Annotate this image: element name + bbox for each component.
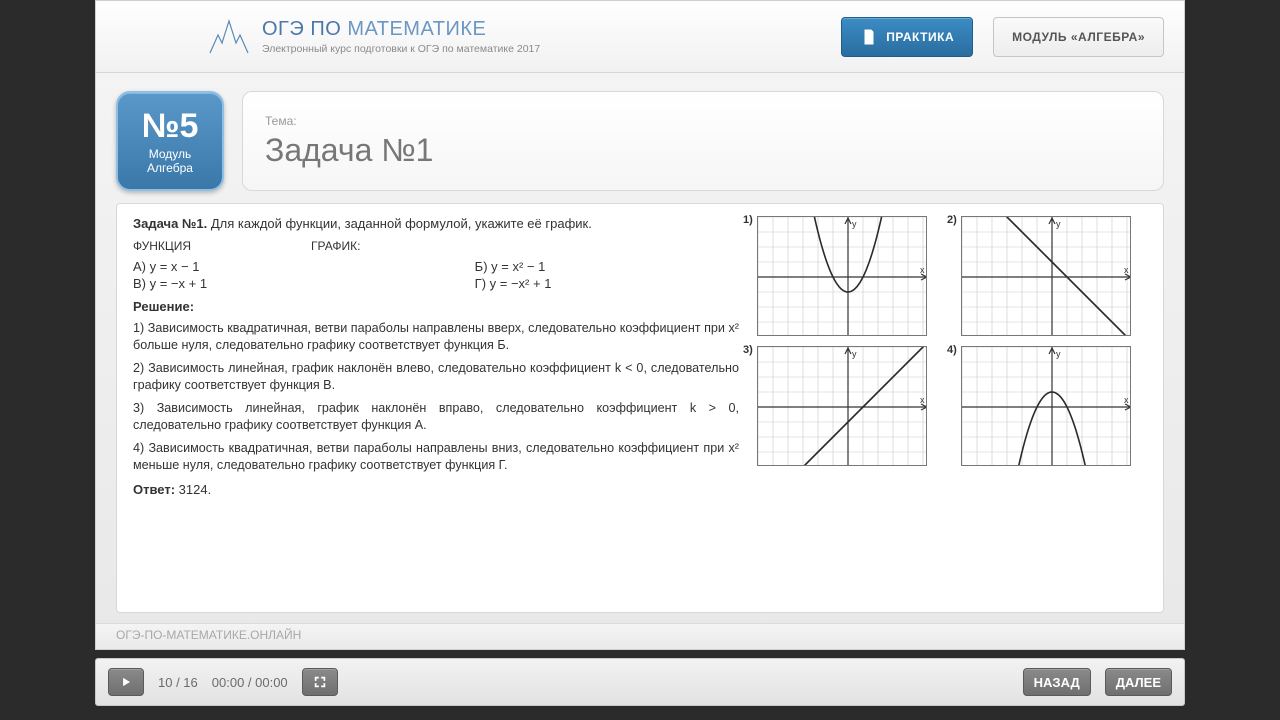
- graph-number: 3): [743, 344, 753, 356]
- footer-link: ОГЭ-ПО-МАТЕМАТИКЕ.ОНЛАЙН: [96, 623, 1184, 649]
- title-part-a: ОГЭ ПО: [262, 18, 347, 40]
- svg-text:x: x: [1124, 395, 1129, 405]
- svg-text:x: x: [920, 265, 925, 275]
- module-button[interactable]: МОДУЛЬ «АЛГЕБРА»: [993, 17, 1164, 57]
- next-button[interactable]: ДАЛЕЕ: [1105, 668, 1172, 696]
- func-v: В) y = −x + 1: [133, 276, 395, 291]
- practice-button[interactable]: ПРАКТИКА: [841, 17, 973, 57]
- problem-card: Задача №1. Для каждой функции, заданной …: [116, 203, 1164, 613]
- graph-grid: 1) x y 2) x y 3): [757, 216, 1147, 602]
- graph-number: 1): [743, 214, 753, 226]
- practice-label: ПРАКТИКА: [886, 30, 954, 44]
- graph-canvas: x y: [757, 346, 927, 466]
- topic-title: Задача №1: [265, 132, 1141, 169]
- badge-sub: Модуль Алгебра: [147, 148, 193, 174]
- solution-header: Решение:: [133, 299, 739, 314]
- doc-icon: [860, 28, 878, 46]
- function-label: ФУНКЦИЯ: [133, 239, 191, 253]
- solution-step: 2) Зависимость линейная, график наклонён…: [133, 360, 739, 394]
- function-list: А) y = x − 1 Б) y = x² − 1 В) y = −x + 1…: [133, 259, 739, 291]
- svg-text:x: x: [920, 395, 925, 405]
- fullscreen-button[interactable]: [302, 668, 338, 696]
- mini-graph: 4) x y: [961, 346, 1147, 466]
- slide-counter: 10 / 16: [158, 675, 198, 690]
- mini-graph: 2) x y: [961, 216, 1147, 336]
- site-subtitle: Электронный курс подготовки к ОГЭ по мат…: [262, 43, 540, 55]
- svg-text:y: y: [852, 349, 857, 359]
- time-counter: 00:00 / 00:00: [212, 675, 288, 690]
- mini-graph: 1) x y: [757, 216, 943, 336]
- solution-step: 1) Зависимость квадратичная, ветви параб…: [133, 320, 739, 354]
- logo-icon: [206, 17, 252, 57]
- player-bar: 10 / 16 00:00 / 00:00 НАЗАД ДАЛЕЕ: [95, 658, 1185, 706]
- module-label: МОДУЛЬ «АЛГЕБРА»: [1012, 30, 1145, 44]
- func-a: А) y = x − 1: [133, 259, 395, 274]
- title-part-b: МАТЕМАТИКЕ: [347, 18, 486, 40]
- logo: ОГЭ ПО МАТЕМАТИКЕ Электронный курс подго…: [206, 17, 540, 57]
- problem-text: Задача №1. Для каждой функции, заданной …: [133, 216, 739, 602]
- fullscreen-icon: [313, 675, 327, 689]
- title-row: №5 Модуль Алгебра Тема: Задача №1: [116, 91, 1164, 191]
- header: ОГЭ ПО МАТЕМАТИКЕ Электронный курс подго…: [96, 1, 1184, 73]
- svg-text:y: y: [1056, 349, 1061, 359]
- solution-list: 1) Зависимость квадратичная, ветви параб…: [133, 320, 739, 474]
- task-badge: №5 Модуль Алгебра: [116, 91, 224, 191]
- graph-number: 4): [947, 344, 957, 356]
- course-window: ОГЭ ПО МАТЕМАТИКЕ Электронный курс подго…: [95, 0, 1185, 650]
- labels-row: ФУНКЦИЯ ГРАФИК:: [133, 239, 739, 253]
- answer: Ответ: 3124.: [133, 482, 739, 497]
- content: №5 Модуль Алгебра Тема: Задача №1 Задача…: [96, 73, 1184, 623]
- site-title: ОГЭ ПО МАТЕМАТИКЕ: [262, 18, 540, 41]
- solution-step: 3) Зависимость линейная, график наклонён…: [133, 400, 739, 434]
- graph-number: 2): [947, 214, 957, 226]
- svg-text:x: x: [1124, 265, 1129, 275]
- svg-text:y: y: [1056, 219, 1061, 229]
- back-button[interactable]: НАЗАД: [1023, 668, 1091, 696]
- title-card: Тема: Задача №1: [242, 91, 1164, 191]
- play-icon: [119, 675, 133, 689]
- graph-canvas: x y: [961, 346, 1131, 466]
- graph-canvas: x y: [757, 216, 927, 336]
- solution-step: 4) Зависимость квадратичная, ветви параб…: [133, 440, 739, 474]
- graph-label: ГРАФИК:: [311, 239, 360, 253]
- statement-rest: Для каждой функции, заданной формулой, у…: [207, 216, 592, 231]
- func-g: Г) y = −x² + 1: [475, 276, 739, 291]
- svg-text:y: y: [852, 219, 857, 229]
- badge-number: №5: [142, 107, 199, 146]
- statement: Задача №1. Для каждой функции, заданной …: [133, 216, 739, 231]
- topic-meta: Тема:: [265, 114, 1141, 128]
- mini-graph: 3) x y: [757, 346, 943, 466]
- play-button[interactable]: [108, 668, 144, 696]
- func-b: Б) y = x² − 1: [475, 259, 739, 274]
- statement-bold: Задача №1.: [133, 216, 207, 231]
- graph-canvas: x y: [961, 216, 1131, 336]
